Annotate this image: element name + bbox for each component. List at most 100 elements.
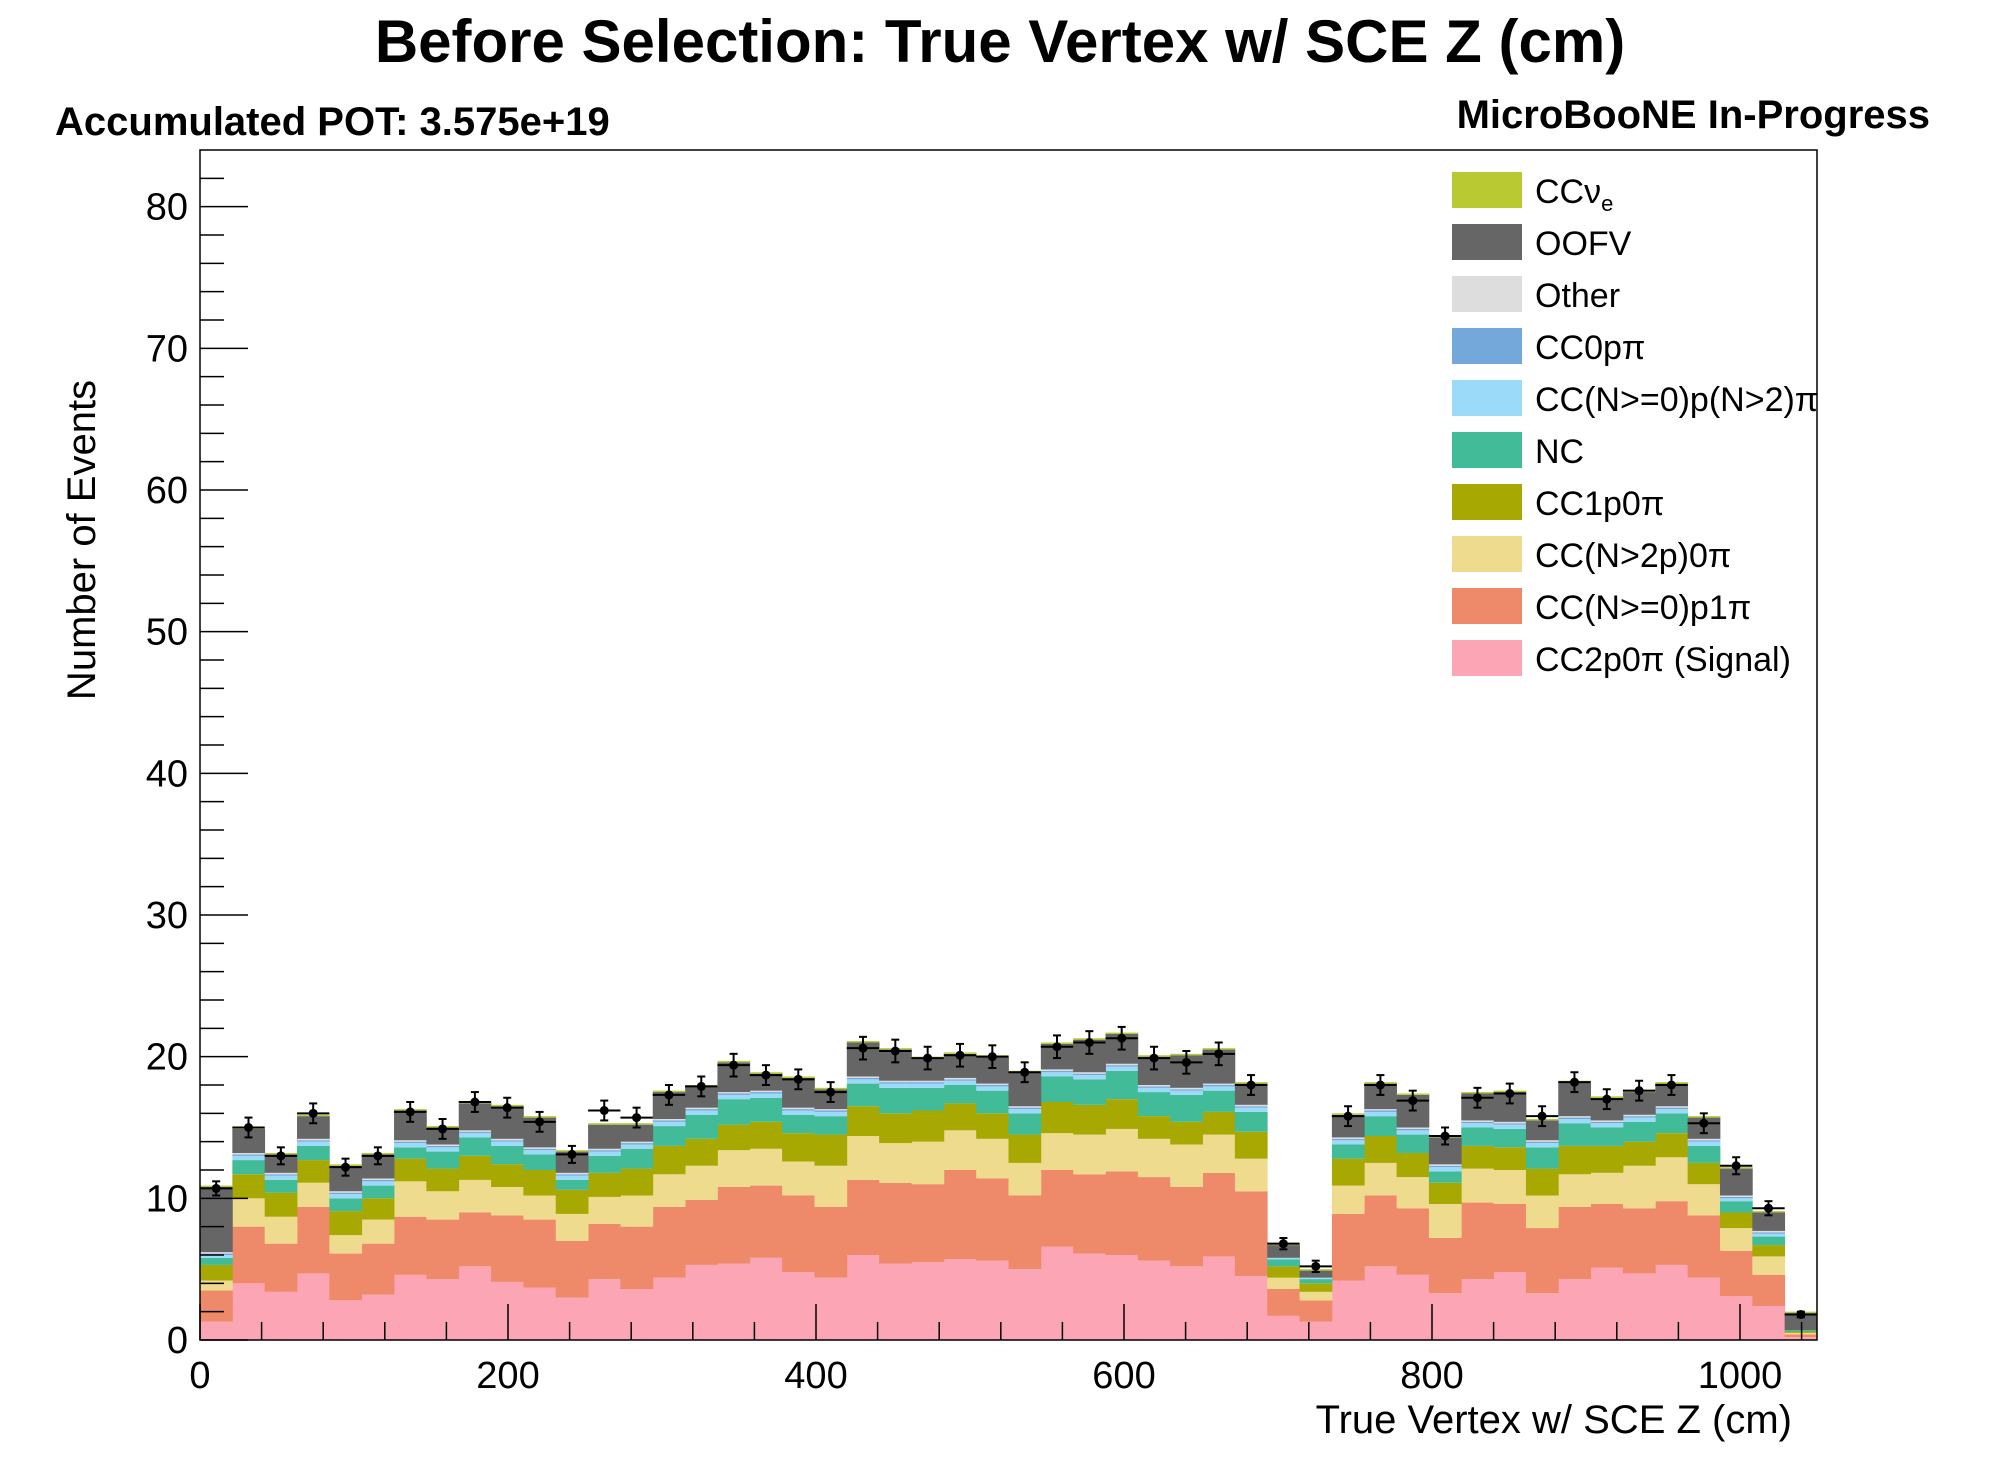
bar-segment-0-47 — [1719, 1296, 1753, 1340]
bar-segment-3-46 — [1687, 1162, 1721, 1185]
bar-segment-1-45 — [1655, 1201, 1689, 1265]
bar-segment-7-31 — [1202, 1083, 1236, 1085]
bar-segment-5-33 — [1267, 1257, 1300, 1260]
bar-segment-7-11 — [555, 1172, 589, 1175]
bar-segment-6-41 — [1525, 1141, 1559, 1144]
data-point-27 — [1073, 1030, 1106, 1055]
bar-segment-4-10 — [523, 1154, 557, 1170]
bar-segment-3-17 — [749, 1121, 783, 1149]
bar-segment-1-14 — [652, 1206, 686, 1278]
bar-segment-7-9 — [491, 1138, 524, 1141]
bar-segment-1-16 — [717, 1187, 751, 1264]
bar-segment-6-44 — [1622, 1116, 1656, 1118]
bar-segment-4-34 — [1299, 1279, 1333, 1284]
bar-segment-7-43 — [1590, 1120, 1624, 1122]
bar-segment-4-46 — [1687, 1145, 1721, 1163]
bar-segment-5-37 — [1396, 1130, 1430, 1135]
x-tick-label-600: 600 — [1092, 1355, 1155, 1397]
bar-segment-7-0 — [200, 1252, 233, 1254]
bar-segment-4-3 — [297, 1145, 330, 1161]
bar-segment-7-25 — [1008, 1106, 1042, 1108]
bar-segment-3-28 — [1105, 1099, 1139, 1129]
bar-segment-7-18 — [782, 1107, 815, 1110]
bar-segment-1-21 — [879, 1182, 912, 1264]
bar-segment-4-41 — [1525, 1147, 1559, 1169]
bar-segment-6-36 — [1364, 1110, 1397, 1112]
bar-segment-2-29 — [1137, 1138, 1171, 1178]
bar-segment-7-23 — [943, 1077, 977, 1080]
bar-segment-4-26 — [1040, 1076, 1074, 1102]
bar-segment-1-13 — [620, 1226, 654, 1289]
bar-segment-6-20 — [846, 1077, 880, 1080]
bar-segment-4-45 — [1655, 1113, 1689, 1134]
bar-segment-5-25 — [1008, 1109, 1042, 1114]
bar-segment-5-3 — [297, 1141, 330, 1146]
bar-segment-5-8 — [458, 1133, 492, 1138]
bar-segment-3-5 — [361, 1198, 395, 1220]
bar-segment-6-2 — [264, 1174, 298, 1176]
legend-entry-8: CC(N>=0)p1π — [1452, 588, 1751, 627]
bar-segment-6-4 — [329, 1192, 363, 1195]
bar-segment-5-44 — [1622, 1117, 1656, 1122]
bar-segment-4-4 — [329, 1198, 363, 1212]
bar-segment-7-30 — [1170, 1087, 1203, 1090]
bar-segment-3-23 — [943, 1103, 977, 1131]
bar-segment-0-1 — [232, 1283, 266, 1340]
data-point-46 — [1687, 1112, 1720, 1135]
bar-segment-1-0 — [200, 1290, 233, 1322]
legend-swatch — [1452, 640, 1522, 676]
bar-segment-5-9 — [491, 1141, 524, 1146]
bar-segment-7-19 — [814, 1109, 848, 1111]
bar-segment-5-12 — [588, 1151, 621, 1156]
bar-segment-1-33 — [1267, 1289, 1300, 1316]
bar-segment-4-1 — [232, 1160, 266, 1175]
data-point-17 — [749, 1064, 783, 1086]
bar-segment-4-6 — [394, 1147, 427, 1159]
bar-segment-1-35 — [1331, 1213, 1365, 1281]
legend-swatch — [1452, 224, 1522, 260]
data-point-44 — [1622, 1079, 1656, 1102]
bar-segment-7-40 — [1493, 1121, 1527, 1124]
bar-segment-5-32 — [1234, 1107, 1268, 1112]
y-tick-label-40: 40 — [146, 753, 188, 795]
legend-entry-7: CC(N>2p)0π — [1452, 536, 1731, 575]
bar-segment-0-39 — [1461, 1279, 1494, 1340]
bar-segment-4-32 — [1234, 1111, 1268, 1132]
bar-segment-6-31 — [1202, 1085, 1236, 1087]
bar-segment-0-30 — [1170, 1266, 1203, 1340]
bar-segment-4-43 — [1590, 1127, 1624, 1146]
bar-segment-1-36 — [1364, 1195, 1397, 1267]
data-point-18 — [782, 1068, 815, 1091]
bar-segment-7-14 — [652, 1119, 686, 1121]
bar-segment-7-13 — [620, 1141, 654, 1144]
data-point-29 — [1137, 1045, 1171, 1071]
data-point-4 — [329, 1157, 362, 1177]
y-tick-label-70: 70 — [146, 328, 188, 370]
legend-label: CC(N>=0)p1π — [1535, 589, 1751, 627]
bar-segment-3-6 — [394, 1158, 427, 1182]
bar-segment-2-18 — [782, 1161, 815, 1196]
bar-segment-7-32 — [1234, 1104, 1268, 1107]
data-point-35 — [1331, 1105, 1365, 1128]
legend-entry-1: OOFV — [1452, 224, 1632, 263]
bar-segment-5-0 — [200, 1255, 233, 1258]
bar-segment-5-26 — [1040, 1072, 1074, 1077]
bar-segment-5-30 — [1170, 1090, 1203, 1095]
bar-segment-6-3 — [297, 1140, 330, 1142]
data-point-36 — [1364, 1074, 1397, 1096]
bar-segment-5-2 — [264, 1175, 298, 1180]
bar-segment-4-38 — [1428, 1171, 1462, 1183]
bar-segment-5-11 — [555, 1175, 589, 1180]
bar-segment-5-5 — [361, 1181, 395, 1186]
bar-segment-3-26 — [1040, 1102, 1074, 1134]
bar-segment-2-7 — [426, 1191, 460, 1220]
bar-segment-4-35 — [1331, 1144, 1365, 1159]
bar-segment-7-4 — [329, 1191, 363, 1193]
data-point-24 — [976, 1044, 1009, 1069]
bar-segment-7-21 — [879, 1080, 912, 1083]
bar-segment-0-10 — [523, 1287, 557, 1340]
bar-segment-0-23 — [943, 1259, 977, 1340]
legend-label: CCνe — [1535, 173, 1613, 216]
data-point-21 — [879, 1038, 912, 1064]
